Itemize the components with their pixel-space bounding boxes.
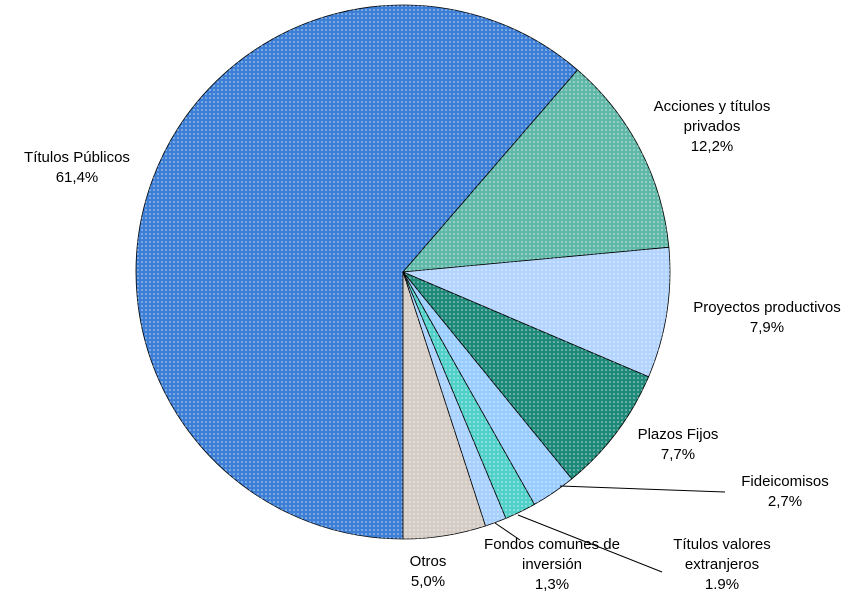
value-label: 7,7% [660, 446, 696, 463]
value-label: 1.9% [704, 576, 740, 593]
slice-label: Otros 5,0% [388, 552, 468, 592]
value-label: 2,7% [767, 493, 803, 510]
category-name: Otros [409, 553, 447, 570]
slice-texture [403, 272, 486, 539]
slice-label: Proyectos productivos 7,9% [672, 298, 862, 338]
category-name: Fideicomisos [741, 473, 829, 490]
category-name: Plazos Fijos [637, 426, 719, 443]
value-label: 7,9% [749, 319, 785, 336]
category-name: Acciones y títulos privados [653, 98, 771, 135]
slice-texture [135, 4, 578, 540]
category-name: Fondos comunes de inversión [484, 536, 620, 573]
slice-texture [403, 272, 572, 505]
leader-line [494, 522, 521, 541]
slice-texture [403, 272, 649, 479]
slice-label: Fondos comunes de inversión 1,3% [462, 535, 642, 595]
category-name: Proyectos productivos [693, 299, 841, 316]
slice-texture [403, 272, 535, 519]
slice-texture [403, 69, 669, 272]
category-name: Títulos Públicos [24, 149, 130, 166]
value-label: 12,2% [690, 138, 734, 155]
slice-label: Acciones y títulos privados 12,2% [637, 97, 787, 157]
leader-line [517, 514, 663, 573]
slice-label: Fideicomisos 2,7% [725, 472, 845, 512]
leader-line [559, 485, 726, 493]
slice-texture [403, 272, 506, 526]
value-label: 5,0% [410, 573, 446, 590]
slice-texture [403, 247, 670, 377]
value-label: 61,4% [55, 169, 99, 186]
slice-label: Plazos Fijos 7,7% [618, 425, 738, 465]
slice-label: Títulos valores extranjeros 1.9% [652, 535, 792, 595]
category-name: Títulos valores extranjeros [673, 536, 771, 573]
slice-label: Títulos Públicos 61,4% [0, 148, 157, 188]
value-label: 1,3% [534, 576, 570, 593]
